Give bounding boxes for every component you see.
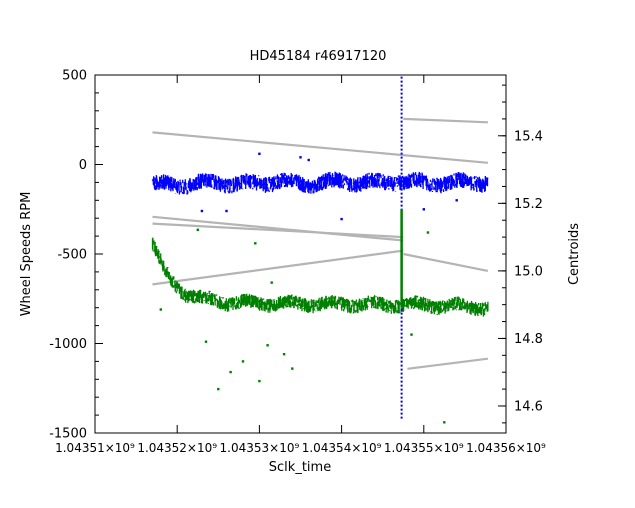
y-tick-label-1: 0 — [79, 158, 87, 173]
outlier-point-18 — [254, 242, 257, 245]
outlier-point-13 — [266, 344, 269, 347]
centroid-trace-7 — [403, 252, 489, 272]
y2-axis-label: Centroids — [567, 223, 582, 285]
outlier-point-17 — [270, 281, 273, 284]
y-tick-label-0: 500 — [62, 69, 87, 84]
centroid-trace-4 — [152, 215, 404, 242]
outlier-point-15 — [291, 367, 294, 370]
outlier-point-16 — [204, 340, 208, 343]
x-tick-label-4: 1.04355×10⁹ — [384, 441, 464, 455]
y-tick-label-4: -1500 — [49, 427, 87, 442]
centroid-trace-6 — [152, 249, 404, 286]
x-tick-label-2: 1.04353×10⁹ — [220, 441, 300, 455]
x-tick-label-0: 1.04351×10⁹ — [55, 441, 135, 455]
wheel-speed-band-1 — [151, 237, 489, 317]
outlier-point-19 — [196, 228, 199, 231]
outlier-point-20 — [426, 231, 430, 234]
y2-tick-label-4: 14.6 — [514, 400, 543, 415]
outlier-point-8 — [159, 308, 162, 311]
x-tick-label-1: 1.04352×10⁹ — [137, 441, 217, 455]
plot-marks — [151, 75, 489, 424]
y-axis-label: Wheel Speeds RPM — [19, 192, 34, 317]
y2-tick-label-1: 15.2 — [514, 197, 543, 212]
x-tick-label-5: 1.04356×10⁹ — [466, 441, 546, 455]
outlier-point-4 — [340, 217, 343, 221]
outlier-point-7 — [455, 199, 458, 202]
outlier-point-21 — [443, 421, 446, 424]
outlier-point-22 — [410, 333, 413, 336]
centroid-trace-5 — [152, 222, 404, 239]
centroid-trace-8 — [407, 357, 489, 370]
y2-tick-label-0: 15.4 — [514, 129, 543, 144]
chart-title: HD45184 r46917120 — [250, 49, 387, 64]
x-tick-label-3: 1.04354×10⁹ — [302, 441, 382, 455]
outlier-point-2 — [307, 158, 310, 162]
y2-tick-label-2: 15.0 — [514, 264, 543, 279]
outlier-point-10 — [229, 370, 232, 374]
outlier-point-11 — [241, 360, 245, 363]
outlier-point-3 — [200, 209, 204, 213]
outlier-point-1 — [299, 156, 302, 159]
outlier-point-0 — [258, 152, 261, 155]
outlier-point-9 — [217, 387, 220, 391]
wheel-speed-band-0 — [151, 171, 489, 195]
outlier-point-6 — [422, 208, 425, 211]
centroid-trace-3 — [403, 117, 488, 124]
y-tick-label-2: -500 — [57, 248, 87, 263]
y2-tick-label-3: 14.8 — [514, 332, 543, 347]
outlier-point-14 — [282, 353, 286, 356]
outlier-point-5 — [225, 209, 228, 213]
outlier-point-12 — [258, 379, 261, 383]
y-tick-label-3: -1000 — [49, 337, 87, 352]
x-axis-label: Sclk_time — [269, 460, 331, 475]
axis-ticks: 1.04351×10⁹ 1.04352×10⁹ 1.04353×10⁹ 1.04354… — [49, 69, 546, 456]
centroid-trace-2 — [152, 131, 488, 164]
